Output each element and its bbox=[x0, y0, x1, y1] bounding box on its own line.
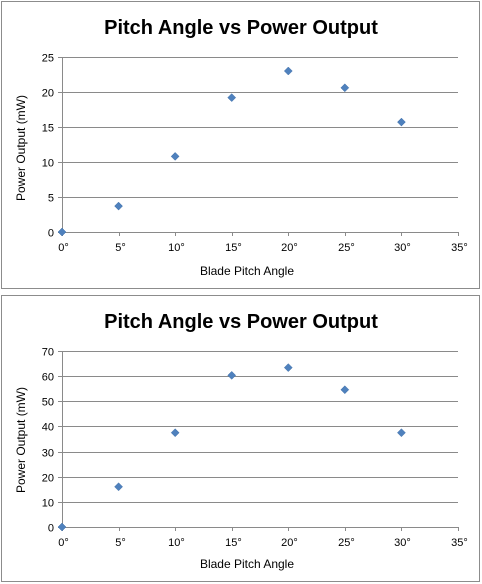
y-tick-label: 10 bbox=[42, 158, 54, 170]
chart-title: Pitch Angle vs Power Output bbox=[104, 17, 378, 39]
x-tick-label: 10° bbox=[168, 242, 185, 254]
y-tick-label: 60 bbox=[42, 372, 54, 384]
data-point bbox=[170, 428, 180, 438]
data-point bbox=[57, 227, 67, 237]
y-tick-label: 5 bbox=[48, 193, 54, 205]
x-tick-label: 30° bbox=[394, 537, 411, 549]
data-point bbox=[170, 152, 180, 161]
plot-area: 0 10 20 30 40 50 60 70 0° 5° 10° 15° 20° 25° 30° 35° bbox=[42, 347, 468, 550]
y-tick-label: 15 bbox=[42, 123, 54, 135]
x-tick-label: 5° bbox=[115, 242, 126, 254]
data-point bbox=[340, 83, 350, 93]
x-tick-label: 15° bbox=[225, 537, 242, 549]
x-tick-label: 35° bbox=[451, 242, 468, 254]
x-tick-label: 10° bbox=[168, 537, 185, 549]
x-tick-label: 20° bbox=[281, 537, 298, 549]
y-tick-label: 20 bbox=[42, 88, 54, 100]
data-point bbox=[57, 522, 67, 532]
y-axis-title: Power Output (mW) bbox=[14, 387, 28, 493]
data-point bbox=[114, 201, 123, 211]
data-point bbox=[397, 428, 406, 438]
y-tick-label: 20 bbox=[42, 473, 54, 485]
chart-svg-bottom: Pitch Angle vs Power Output 0 10 20 30 40 50 6… bbox=[14, 311, 468, 571]
x-axis-title: Blade Pitch Angle bbox=[200, 264, 294, 278]
data-point bbox=[227, 93, 237, 102]
data-point bbox=[397, 117, 406, 127]
chart-panel-top: Pitch Angle vs Power Output 0 5 10 15 20 25 0°… bbox=[1, 1, 480, 289]
x-tick-label: 25° bbox=[338, 537, 355, 549]
x-tick-label: 35° bbox=[451, 537, 468, 549]
y-tick-label: 10 bbox=[42, 498, 54, 510]
x-tick-label: 30° bbox=[394, 242, 411, 254]
data-point bbox=[340, 385, 350, 395]
x-tick-label: 5° bbox=[115, 537, 126, 549]
y-tick-label: 40 bbox=[42, 422, 54, 434]
data-point bbox=[283, 66, 293, 76]
y-tick-label: 0 bbox=[48, 228, 54, 240]
x-axis-title: Blade Pitch Angle bbox=[200, 557, 294, 571]
y-tick-label: 25 bbox=[42, 53, 54, 65]
plot-area: 0 5 10 15 20 25 0° 5° 10° 15° 20° 25° 30° 35° bbox=[42, 53, 468, 255]
y-tick-label: 50 bbox=[42, 397, 54, 409]
data-point bbox=[227, 371, 237, 380]
y-tick-label: 70 bbox=[42, 347, 54, 359]
x-tick-label: 0° bbox=[58, 537, 69, 549]
y-tick-label: 0 bbox=[48, 523, 54, 535]
chart-title: Pitch Angle vs Power Output bbox=[104, 311, 378, 333]
y-tick-label: 30 bbox=[42, 448, 54, 460]
x-tick-label: 20° bbox=[281, 242, 298, 254]
data-point bbox=[114, 482, 123, 492]
chart-panel-bottom: Pitch Angle vs Power Output 0 10 20 30 40 50 6… bbox=[1, 295, 480, 582]
x-tick-label: 25° bbox=[338, 242, 355, 254]
x-tick-label: 0° bbox=[58, 242, 69, 254]
y-axis-title: Power Output (mW) bbox=[14, 95, 28, 201]
chart-svg-top: Pitch Angle vs Power Output 0 5 10 15 20 25 0°… bbox=[14, 17, 468, 278]
data-point bbox=[283, 363, 293, 372]
x-tick-label: 15° bbox=[225, 242, 242, 254]
